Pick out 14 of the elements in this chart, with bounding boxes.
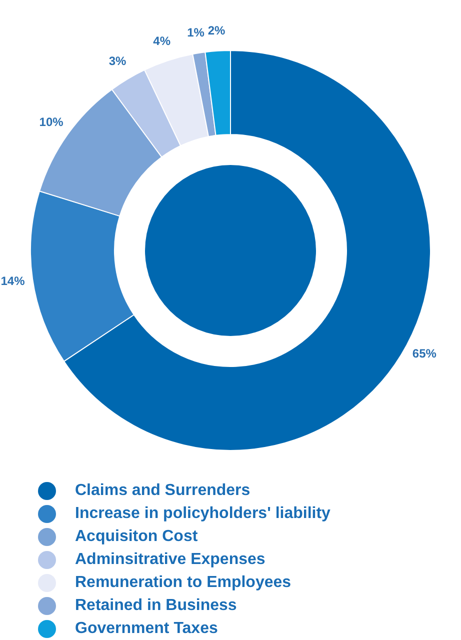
legend-label: Acquisiton Cost [75, 528, 198, 546]
legend-label: Adminsitrative Expenses [75, 550, 266, 568]
data-label: 14% [0, 274, 26, 288]
legend-label: Government Taxes [75, 620, 218, 638]
data-label: 4% [153, 34, 171, 48]
legend-label: Retained in Business [75, 596, 237, 614]
legend-label: Increase in policyholders' liability [75, 504, 330, 522]
legend-label: Claims and Surrenders [75, 482, 250, 500]
data-label: 1% [187, 26, 205, 40]
data-label: 2% [208, 23, 226, 38]
data-label: 65% [412, 346, 437, 361]
data-label: 10% [39, 115, 64, 130]
data-label: 3% [108, 54, 126, 68]
legend-label: Remuneration to Employees [75, 574, 292, 592]
